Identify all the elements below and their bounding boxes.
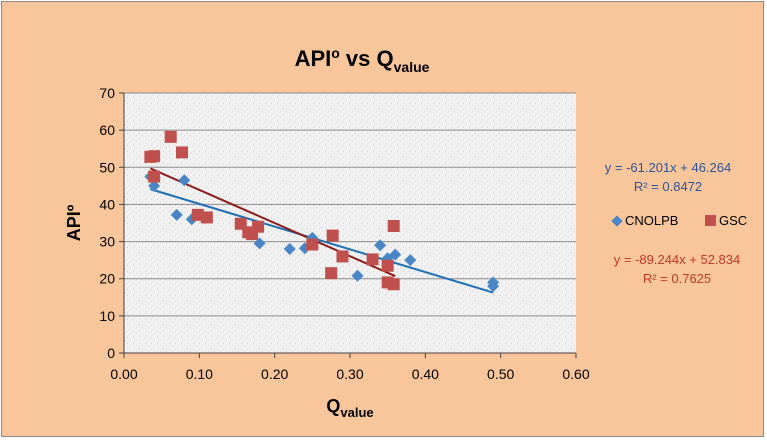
- point-cnolpb-13: [404, 254, 417, 267]
- point-gsc-5: [191, 208, 204, 221]
- y-axis-title: APIº: [64, 204, 84, 241]
- point-cnolpb-15: [487, 280, 500, 293]
- point-gsc-2: [148, 170, 161, 183]
- chart-title-superscript: o: [331, 45, 340, 61]
- y-tick-label-60: 60: [99, 122, 115, 138]
- y-tick-label-0: 0: [107, 345, 115, 361]
- point-cnolpb-1: [148, 179, 161, 192]
- point-cnolpb-12: [389, 248, 402, 261]
- chart-title-mid: vs Q: [340, 46, 394, 71]
- chart-title-main: API: [295, 46, 332, 71]
- gridlines: [124, 92, 576, 317]
- point-gsc-4: [176, 146, 189, 159]
- y-tick-label-50: 50: [99, 159, 115, 175]
- point-gsc-11: [306, 238, 319, 251]
- axes: [119, 92, 577, 358]
- x-axis-title: Qvalue: [326, 396, 373, 420]
- r2-gsc: R² = 0.7625: [643, 271, 711, 286]
- equation-gsc: y = -89.244x + 52.834: [614, 252, 740, 267]
- x-axis-title-subscript: value: [340, 405, 373, 420]
- plot-area: [124, 93, 576, 353]
- legend-label-gsc: GSC: [719, 213, 747, 228]
- y-tick-label-40: 40: [99, 196, 115, 212]
- point-cnolpb-2: [170, 208, 183, 221]
- point-gsc-18: [387, 278, 400, 291]
- chart-title-subscript: value: [394, 59, 430, 75]
- x-tick-labels: 0.00 0.10 0.20 0.30 0.40 0.50 0.60: [110, 366, 589, 382]
- legend-marker-cnolpb: [611, 215, 623, 227]
- point-cnolpb-6: [283, 243, 296, 255]
- trendline-cnolpb: [150, 188, 494, 294]
- legend-label-cnolpb: CNOLPB: [625, 213, 678, 228]
- point-gsc-12: [325, 267, 338, 280]
- x-axis-title-main: Q: [326, 396, 340, 416]
- x-tick-label-0.30: 0.30: [336, 366, 363, 382]
- x-tick-label-0.00: 0.00: [110, 366, 137, 382]
- chart-title: APIo vs Qvalue: [295, 45, 430, 75]
- trendlines: [149, 167, 494, 294]
- equation-cnolpb: y = -61.201x + 46.264: [605, 160, 731, 175]
- y-tick-labels: 0 10 20 30 40 50 60 70: [99, 85, 115, 361]
- x-tick-label-0.50: 0.50: [487, 366, 514, 382]
- x-tick-label-0.40: 0.40: [412, 366, 439, 382]
- point-gsc-14: [336, 250, 349, 263]
- trendline-gsc: [149, 167, 396, 278]
- point-cnolpb-5: [253, 237, 266, 250]
- point-cnolpb-10: [374, 239, 387, 252]
- point-gsc-16: [381, 259, 394, 272]
- point-gsc-1: [148, 150, 161, 163]
- r2-cnolpb: R² = 0.8472: [634, 179, 702, 194]
- point-gsc-10: [252, 220, 265, 233]
- point-gsc-6: [200, 211, 213, 224]
- y-tick-label-30: 30: [99, 234, 115, 250]
- x-tick-label-0.60: 0.60: [562, 366, 589, 382]
- point-gsc-13: [326, 229, 339, 242]
- point-gsc-15: [366, 253, 379, 266]
- point-cnolpb-3: [178, 174, 191, 187]
- x-tick-label-0.20: 0.20: [261, 366, 288, 382]
- y-tick-label-10: 10: [99, 308, 115, 324]
- point-gsc-3: [164, 130, 177, 143]
- y-tick-label-70: 70: [99, 85, 115, 101]
- legend-marker-gsc: [705, 215, 716, 226]
- point-gsc-19: [387, 219, 400, 232]
- x-tick-label-0.10: 0.10: [186, 366, 213, 382]
- point-gsc-9: [246, 228, 259, 241]
- legend: CNOLPB GSC: [611, 213, 747, 228]
- point-cnolpb-9: [351, 269, 364, 282]
- data-points: [144, 130, 500, 293]
- y-tick-label-20: 20: [99, 271, 115, 287]
